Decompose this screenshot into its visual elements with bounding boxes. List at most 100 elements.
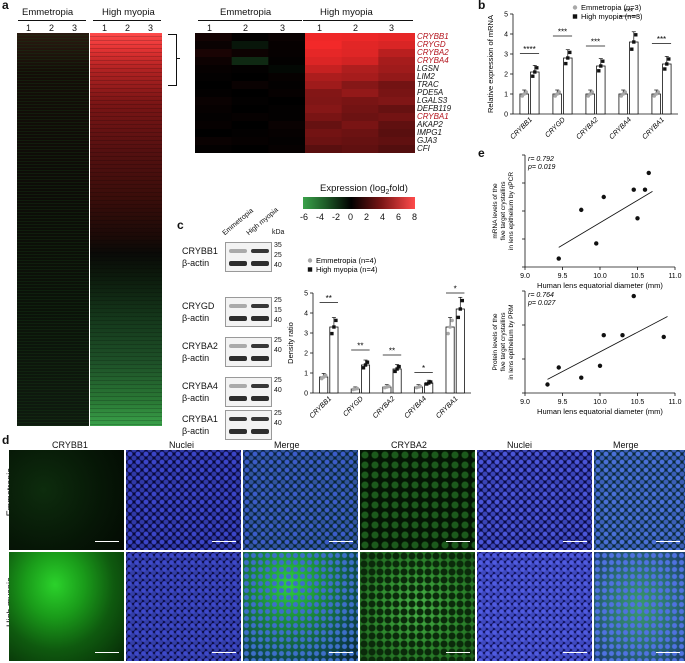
- actin-band: [251, 396, 269, 401]
- heat-cell: [231, 129, 269, 138]
- y-tick-label: 3: [504, 52, 508, 59]
- heat-cell: [378, 105, 415, 114]
- category-label: CRYBA2: [575, 116, 600, 141]
- legend-tick: 6: [396, 212, 402, 222]
- y-axis-label: Density ratio: [286, 322, 295, 364]
- actin-band: [251, 429, 269, 434]
- data-point: [524, 90, 529, 94]
- heat-cell: [231, 105, 269, 114]
- zoom-sample-id: 3: [389, 23, 395, 33]
- legend-tick-list: -6 -4 -2 0 2 4 6 8: [300, 212, 423, 224]
- data-point: [334, 318, 338, 323]
- bar: [662, 63, 672, 115]
- scatter-point: [635, 216, 640, 221]
- heat-cell: [378, 97, 415, 106]
- stat-label: r= 0.792: [528, 156, 554, 163]
- micrograph-emm-merge-1: [243, 450, 358, 550]
- heat-cell: [231, 33, 269, 42]
- gene-label: DEFB119: [417, 104, 452, 113]
- data-point: [535, 66, 539, 70]
- scatter-point: [579, 207, 584, 213]
- blot-control-label: β-actin: [182, 426, 210, 436]
- significance-mark: ***: [591, 38, 600, 47]
- data-point: [667, 57, 671, 61]
- data-point: [429, 380, 433, 384]
- heat-cell: [305, 33, 343, 42]
- scale-bar: [212, 541, 236, 542]
- scatter-point: [556, 365, 561, 370]
- y-tick-label: 1: [304, 371, 308, 378]
- heat-cell: [195, 81, 233, 90]
- heat-cell: [305, 137, 343, 146]
- legend-marker: [572, 14, 578, 19]
- heat-cell: [341, 49, 379, 58]
- bar: [329, 326, 339, 394]
- data-point: [365, 360, 370, 364]
- heat-cell: [268, 65, 306, 74]
- heat-cell: [268, 81, 306, 90]
- mw-marker: 25: [274, 252, 282, 259]
- data-point: [557, 90, 562, 94]
- heat-cell: [305, 81, 343, 90]
- category-label: CRYGD: [342, 395, 365, 418]
- heat-cell: [378, 113, 415, 122]
- legend-label: Emmetropia (n=3): [581, 4, 642, 12]
- bar: [445, 326, 455, 394]
- data-point: [656, 90, 661, 94]
- heat-cell: [268, 105, 306, 114]
- blot-band: [229, 417, 247, 421]
- significance-mark: *: [454, 285, 457, 294]
- heat-cell: [268, 73, 306, 82]
- heatmap-group-rule-2: [93, 20, 161, 21]
- heat-cell: [231, 97, 269, 106]
- actin-band: [229, 396, 247, 401]
- gene-label: CRYBA4: [417, 56, 449, 65]
- heat-cell: [231, 113, 269, 122]
- heat-cell: [195, 129, 233, 138]
- x-tick-label: 9.5: [558, 273, 568, 280]
- data-point: [332, 325, 336, 329]
- data-point: [323, 373, 328, 378]
- data-point: [597, 69, 601, 73]
- category-label: CRYBA1: [641, 116, 666, 141]
- actin-band: [229, 316, 247, 321]
- heat-cell: [378, 121, 415, 130]
- category-label: CRYBA2: [372, 395, 397, 420]
- micrograph-emm-cryba2: [360, 450, 475, 550]
- heat-cell: [268, 121, 306, 130]
- heat-cell: [268, 137, 306, 146]
- heatmap-group-rule-1: [18, 20, 86, 21]
- data-point: [630, 47, 634, 51]
- chart-e-bottom: 9.0 9.5 10.0 10.5 11.0 Human lens equatorial …: [492, 290, 682, 416]
- mw-marker: 25: [274, 377, 282, 384]
- heat-cell: [305, 73, 343, 82]
- data-point: [418, 384, 423, 389]
- gene-label: CRYBB1: [417, 32, 449, 41]
- significance-mark: ***: [657, 35, 666, 44]
- heatmap-sample-id: 3: [72, 23, 78, 33]
- heat-cell: [341, 73, 379, 82]
- heat-cell: [268, 89, 306, 98]
- blot-target-label: CRYGD: [182, 301, 215, 311]
- scatter-point: [601, 194, 606, 200]
- zoom-sample-id: 1: [317, 23, 323, 33]
- zoom-group-high-myopia: High myopia: [320, 7, 373, 18]
- micro-col-title: Nuclei: [507, 440, 533, 450]
- stat-label: p= 0.027: [527, 300, 557, 307]
- y-axis-label: five target crystallins: [500, 181, 507, 241]
- category-label: CRYBB1: [509, 116, 534, 141]
- actin-band: [251, 261, 269, 266]
- heatmap-group-emmetropia: Emmetropia: [22, 7, 74, 18]
- scatter-point: [646, 170, 651, 176]
- bar: [530, 71, 540, 115]
- mw-marker: 35: [274, 242, 282, 249]
- data-point: [566, 56, 570, 60]
- heat-cell: [378, 89, 415, 98]
- heat-cell: [378, 49, 415, 58]
- scatter-point: [594, 241, 599, 246]
- category-label: CRYBA4: [608, 116, 633, 141]
- heat-cell: [341, 41, 379, 50]
- x-tick-label: 10.0: [593, 399, 607, 406]
- heat-cell: [195, 97, 233, 106]
- blot-target-label: CRYBA1: [182, 414, 218, 424]
